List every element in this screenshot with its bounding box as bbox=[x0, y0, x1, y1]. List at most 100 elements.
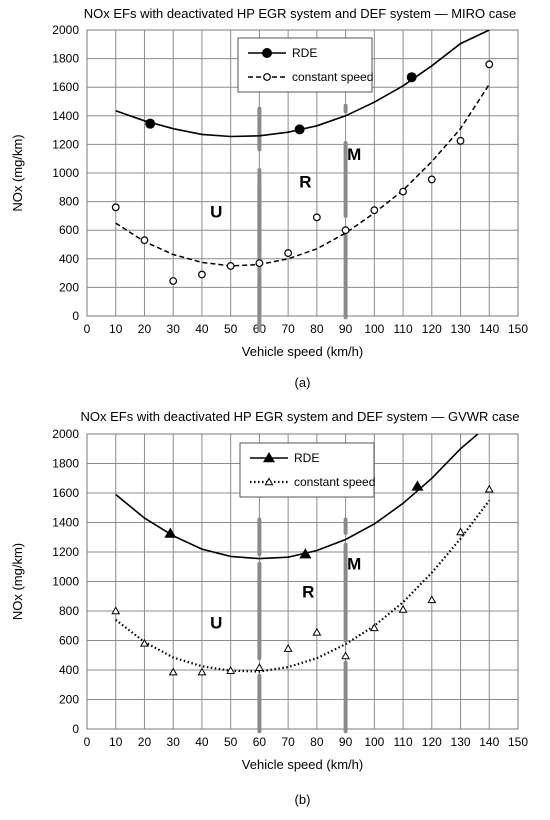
x-tick-label: 50 bbox=[224, 735, 238, 749]
legend-label-1: constant speed bbox=[292, 70, 373, 84]
series-1-point bbox=[398, 604, 408, 613]
x-tick-label: 30 bbox=[167, 322, 181, 336]
y-tick-label: 1400 bbox=[52, 109, 79, 123]
series-0-point bbox=[299, 548, 312, 559]
y-tick-label: 2000 bbox=[52, 23, 79, 37]
series-1-point bbox=[369, 623, 379, 632]
series-1-fit-line bbox=[115, 499, 491, 673]
panel-label: (a) bbox=[295, 375, 311, 390]
series-1-point bbox=[284, 249, 293, 257]
legend-label-1: constant speed bbox=[294, 475, 375, 489]
legend-marker-1 bbox=[264, 477, 274, 486]
plot-frame bbox=[86, 433, 519, 730]
x-tick-label: 60 bbox=[253, 735, 267, 749]
x-tick-label: 20 bbox=[138, 322, 152, 336]
series-1-point bbox=[198, 270, 206, 279]
y-tick-label: 1400 bbox=[52, 516, 79, 530]
y-tick-label: 1200 bbox=[52, 137, 79, 151]
y-tick-label: 1600 bbox=[52, 486, 79, 500]
series-1-point bbox=[456, 527, 465, 536]
series-1-point bbox=[427, 595, 437, 604]
series-1-point bbox=[456, 136, 465, 145]
x-tick-label: 70 bbox=[281, 322, 295, 336]
series-0-point bbox=[411, 480, 424, 491]
zone-label-r: R bbox=[299, 172, 311, 191]
x-tick-label: 150 bbox=[508, 322, 528, 336]
series-0-point bbox=[145, 118, 156, 129]
zone-label-u: U bbox=[210, 614, 222, 633]
chart-panel-b: NOx EFs with deactivated HP EGR system a… bbox=[0, 404, 550, 815]
zone-label-m: M bbox=[347, 555, 361, 574]
series-1-point bbox=[226, 666, 236, 674]
y-tick-label: 600 bbox=[59, 223, 79, 237]
x-tick-label: 30 bbox=[167, 735, 181, 749]
series-1-point bbox=[485, 60, 494, 69]
series-0-point bbox=[406, 72, 417, 83]
x-tick-label: 80 bbox=[310, 735, 324, 749]
y-tick-label: 400 bbox=[59, 252, 79, 266]
y-tick-label: 1800 bbox=[52, 52, 79, 66]
series-1-point bbox=[427, 175, 436, 184]
chart-panel-a: NOx EFs with deactivated HP EGR system a… bbox=[0, 0, 550, 400]
y-tick-label: 0 bbox=[72, 309, 79, 323]
chart-a-svg: NOx EFs with deactivated HP EGR system a… bbox=[10, 6, 528, 390]
legend-label-0: RDE bbox=[292, 46, 317, 60]
x-tick-label: 0 bbox=[84, 735, 91, 749]
series-1-point bbox=[341, 226, 350, 235]
legend-marker-0 bbox=[263, 452, 275, 463]
x-tick-label: 140 bbox=[479, 322, 499, 336]
x-tick-label: 130 bbox=[451, 735, 471, 749]
panel-label: (b) bbox=[295, 792, 311, 807]
series-1-point bbox=[140, 236, 149, 245]
series-1-point bbox=[283, 644, 293, 652]
y-tick-label: 200 bbox=[59, 280, 79, 294]
series-1-point bbox=[226, 262, 235, 270]
y-tick-label: 1600 bbox=[52, 80, 79, 94]
series-1-point bbox=[168, 667, 178, 676]
x-tick-label: 10 bbox=[109, 322, 123, 336]
x-tick-label: 120 bbox=[422, 735, 442, 749]
zone-label-r: R bbox=[302, 583, 314, 602]
zone-label-u: U bbox=[210, 202, 222, 221]
chart-title: NOx EFs with deactivated HP EGR system a… bbox=[81, 409, 520, 424]
series-1-point bbox=[484, 484, 494, 493]
plot-frame bbox=[86, 29, 519, 317]
legend-label-0: RDE bbox=[294, 451, 319, 465]
y-tick-label: 1000 bbox=[52, 166, 79, 180]
y-tick-label: 0 bbox=[72, 722, 79, 736]
series-1-point bbox=[111, 203, 120, 212]
y-tick-label: 2000 bbox=[52, 427, 79, 441]
x-tick-label: 50 bbox=[224, 322, 238, 336]
series-1-point bbox=[197, 667, 207, 676]
series-0-point bbox=[164, 527, 177, 538]
y-tick-label: 200 bbox=[59, 693, 79, 707]
y-tick-label: 800 bbox=[59, 604, 79, 618]
x-axis-label: Vehicle speed (km/h) bbox=[242, 757, 363, 772]
y-tick-label: 800 bbox=[59, 195, 79, 209]
chart-title: NOx EFs with deactivated HP EGR system a… bbox=[84, 6, 517, 21]
series-1-point bbox=[370, 206, 379, 215]
y-tick-label: 1000 bbox=[52, 575, 79, 589]
y-tick-label: 400 bbox=[59, 663, 79, 677]
legend-box bbox=[237, 37, 373, 93]
x-tick-label: 90 bbox=[339, 322, 353, 336]
x-tick-label: 100 bbox=[364, 322, 384, 336]
x-axis-label: Vehicle speed (km/h) bbox=[242, 344, 363, 359]
series-1-point bbox=[254, 663, 264, 671]
series-1-point bbox=[140, 638, 149, 647]
zone-label-m: M bbox=[347, 145, 361, 164]
x-tick-label: 110 bbox=[393, 322, 412, 336]
x-tick-label: 20 bbox=[138, 735, 152, 749]
x-tick-label: 80 bbox=[310, 322, 324, 336]
y-axis-label: NOx (mg/km) bbox=[10, 134, 25, 211]
x-tick-label: 110 bbox=[393, 735, 412, 749]
series-1-point bbox=[169, 277, 178, 285]
x-tick-label: 150 bbox=[508, 735, 528, 749]
y-axis-label: NOx (mg/km) bbox=[10, 543, 25, 620]
series-1-point bbox=[312, 627, 322, 636]
x-tick-label: 130 bbox=[451, 322, 471, 336]
y-tick-label: 1200 bbox=[52, 545, 79, 559]
series-1-point bbox=[312, 213, 321, 222]
x-tick-label: 40 bbox=[195, 735, 209, 749]
x-tick-label: 140 bbox=[479, 735, 499, 749]
